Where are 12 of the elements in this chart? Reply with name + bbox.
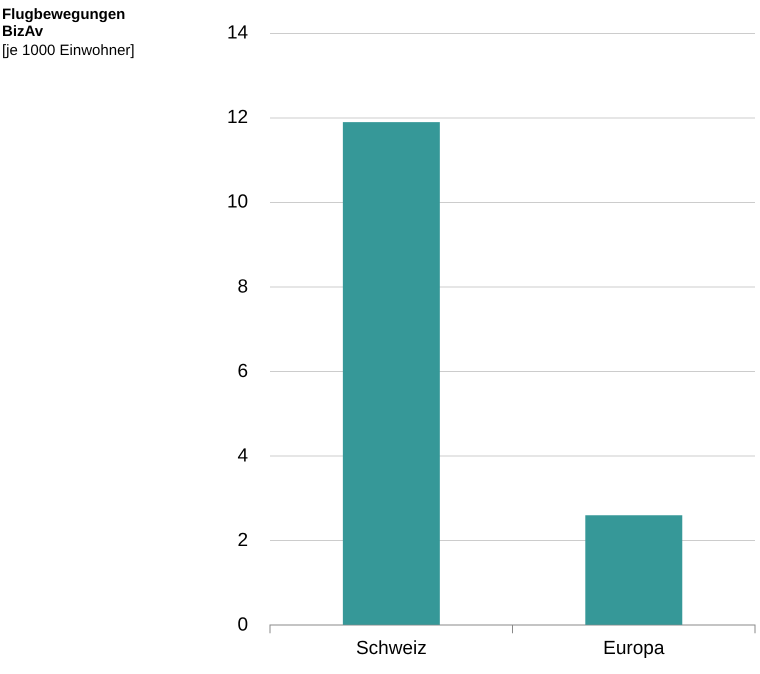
y-tick-label: 0: [238, 614, 248, 636]
y-tick-label: 8: [238, 276, 248, 298]
y-tick-label: 14: [226, 22, 249, 44]
y-tick-label: 2: [238, 530, 248, 551]
y-tick-label: 10: [226, 192, 248, 213]
y-tick-label: 4: [238, 445, 249, 466]
text: Flugbewegungen BizAv: [2, 6, 126, 40]
x-tick-label: Europa: [603, 638, 665, 659]
y-tick-label: 6: [238, 360, 248, 382]
text: [je 1000 Einwohner]: [2, 42, 135, 59]
y-tick-label: 12: [226, 107, 248, 128]
x-tick-label: Schweiz: [356, 638, 427, 659]
